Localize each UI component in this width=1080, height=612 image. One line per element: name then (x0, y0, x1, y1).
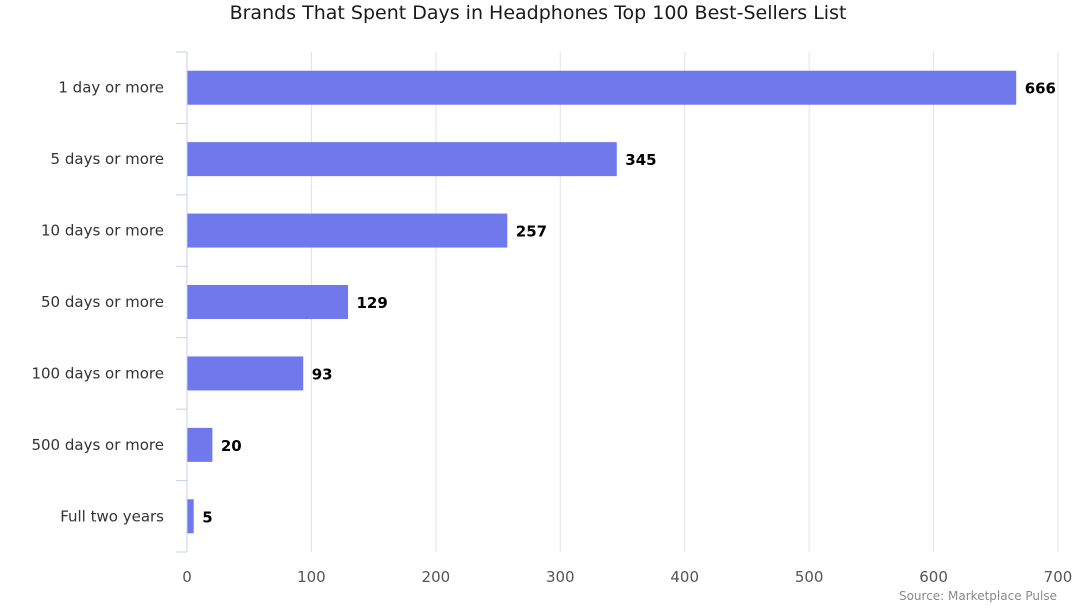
x-tick-label: 500 (795, 568, 824, 586)
labels: 0 100 200 300 400 500 600 700 1 day or more 666 5 … (31, 79, 1072, 586)
chart-title: Brands That Spent Days in Headphones Top… (230, 2, 847, 24)
data-label: 257 (516, 223, 547, 241)
category-label: 1 day or more (58, 79, 164, 97)
bar (187, 70, 1017, 105)
category-label: 5 days or more (51, 150, 164, 168)
x-tick-label: 600 (919, 568, 948, 586)
category-label: 10 days or more (41, 222, 164, 240)
x-tick-label: 100 (297, 568, 326, 586)
data-label: 5 (202, 508, 212, 526)
x-tick-label: 300 (546, 568, 575, 586)
data-label: 666 (1025, 80, 1056, 98)
bar (187, 356, 304, 391)
bar (187, 213, 508, 248)
category-label: 50 days or more (41, 293, 164, 311)
x-tick-label: 700 (1044, 568, 1073, 586)
data-label: 20 (221, 437, 242, 455)
bar (187, 499, 194, 534)
category-label: Full two years (60, 507, 164, 525)
x-tick-label: 0 (182, 568, 192, 586)
bar (187, 142, 617, 177)
bars (187, 70, 1017, 534)
bar (187, 427, 213, 462)
data-label: 345 (625, 151, 656, 169)
source-note: Source: Marketplace Pulse (899, 589, 1057, 603)
data-label: 93 (312, 365, 333, 383)
bar (187, 285, 349, 319)
x-tick-label: 400 (670, 568, 699, 586)
data-label: 129 (357, 294, 388, 312)
category-label: 500 days or more (31, 436, 164, 454)
grid-lines (310, 52, 1059, 552)
category-axis (176, 51, 188, 553)
category-label: 100 days or more (31, 364, 164, 382)
x-tick-label: 200 (422, 568, 451, 586)
